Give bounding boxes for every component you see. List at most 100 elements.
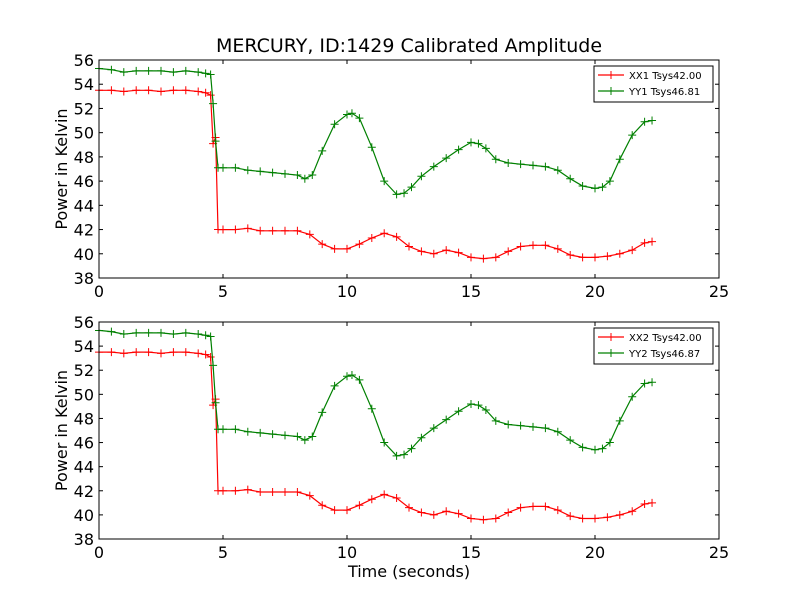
data-point (442, 154, 451, 163)
y-tick-label: 44 (74, 458, 94, 477)
legend-box (593, 327, 714, 365)
data-point (293, 487, 302, 496)
y-tick-label: 48 (74, 409, 94, 428)
legend-marker (607, 71, 615, 79)
data-point (380, 490, 389, 499)
x-tick-label: 5 (218, 282, 228, 301)
data-point (181, 328, 190, 337)
data-point (107, 348, 116, 357)
y-tick-label: 46 (74, 172, 94, 191)
data-point (343, 506, 351, 515)
data-point (615, 249, 624, 258)
legend-box (593, 65, 714, 103)
data-point (305, 230, 314, 239)
y-tick-label: 52 (74, 361, 94, 380)
y-tick-label: 54 (74, 337, 94, 356)
data-point (481, 144, 490, 153)
data-point (355, 240, 364, 249)
data-point (318, 146, 327, 155)
x-tick-label: 0 (94, 282, 104, 301)
data-point (181, 86, 190, 95)
data-point (293, 226, 302, 235)
data-point (407, 444, 416, 453)
data-point (417, 172, 426, 181)
data-point (194, 68, 203, 77)
data-point (132, 86, 141, 95)
data-point (206, 70, 215, 79)
data-point (380, 438, 389, 447)
top-subplot: 0 5 10 15 20 25 38 40 42 44 46 48 50 52 54 56 Power in K… (52, 51, 729, 301)
data-point (119, 68, 128, 77)
data-point (628, 392, 637, 401)
data-point (243, 485, 252, 494)
data-point (169, 330, 178, 339)
legend: XX2 Tsys42.00 YY2 Tsys46.87 (593, 327, 714, 365)
data-point (603, 252, 612, 261)
data-point (516, 503, 525, 512)
data-point (578, 181, 587, 190)
legend: XX1 Tsys42.00 YY1 Tsys46.81 (593, 65, 714, 103)
y-tick-label: 38 (74, 269, 94, 288)
data-point (615, 510, 624, 519)
data-point (355, 375, 364, 384)
data-point (281, 226, 289, 235)
data-point (481, 406, 490, 415)
y-tick-label: 42 (74, 221, 94, 240)
data-point (219, 425, 227, 434)
data-point (268, 226, 277, 235)
data-point (318, 408, 327, 417)
data-point (201, 331, 210, 340)
data-point (355, 501, 364, 510)
data-point (132, 328, 141, 337)
data-point (231, 425, 240, 434)
data-point (516, 242, 525, 251)
data-point (417, 508, 426, 517)
y-axis-title: Power in Kelvin (52, 370, 71, 491)
data-point (392, 494, 401, 503)
data-point (347, 109, 356, 118)
y-tick-label: 46 (74, 434, 94, 453)
data-point (119, 87, 128, 96)
data-point (392, 451, 401, 460)
data-point (318, 501, 327, 510)
data-point (405, 242, 413, 251)
x-tick-label: 15 (461, 543, 481, 562)
data-point (107, 327, 116, 336)
data-point (209, 99, 218, 108)
data-point (553, 166, 562, 175)
data-point (491, 253, 500, 262)
data-point (256, 167, 265, 176)
x-tick-label: 20 (585, 543, 605, 562)
data-point (201, 69, 210, 78)
data-point (231, 163, 240, 172)
x-tick-label: 15 (461, 282, 481, 301)
x-tick-label: 5 (218, 543, 228, 562)
data-point (144, 66, 153, 75)
x-tick-label: 0 (94, 543, 104, 562)
data-point (380, 177, 389, 186)
data-point (169, 86, 178, 95)
data-point (442, 415, 451, 424)
data-point (243, 427, 252, 436)
data-point (308, 171, 317, 180)
data-point (566, 436, 575, 445)
data-point (343, 110, 351, 119)
data-point (628, 131, 637, 140)
data-point (343, 372, 351, 381)
data-point (169, 68, 178, 77)
data-point (367, 143, 376, 152)
data-point (429, 510, 438, 519)
data-point (591, 184, 599, 193)
data-point (219, 225, 227, 234)
data-point (640, 500, 649, 509)
y-axis-title: Power in Kelvin (52, 108, 71, 229)
data-point (355, 114, 364, 123)
x-axis-title: Time (seconds) (347, 562, 470, 581)
data-point (454, 248, 463, 257)
data-point (107, 86, 116, 95)
data-point (454, 407, 463, 416)
data-point (648, 378, 657, 387)
data-point (107, 65, 116, 74)
y-tick-label: 38 (74, 530, 94, 549)
